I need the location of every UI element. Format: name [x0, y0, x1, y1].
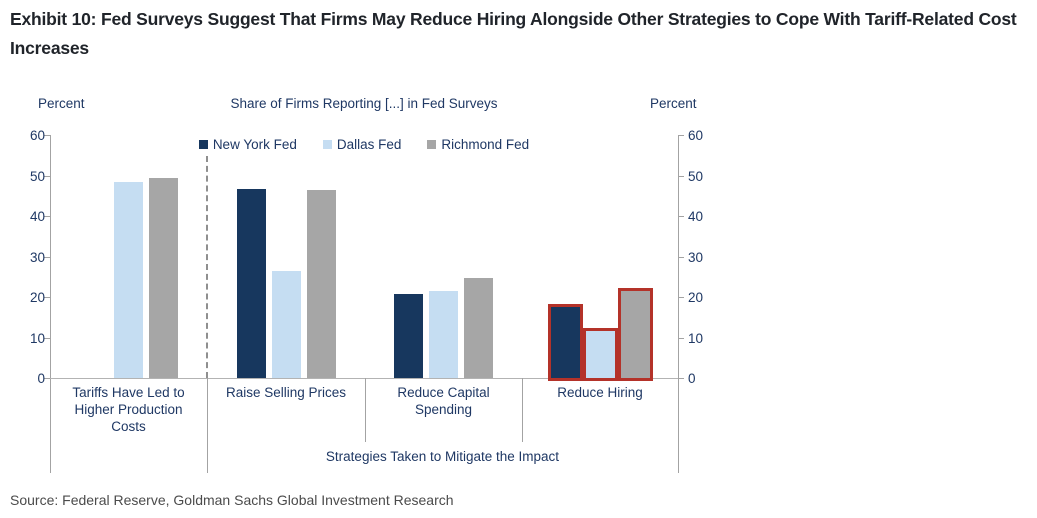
y-axis-tick [44, 256, 50, 258]
bar-dallas-fed [271, 270, 301, 378]
legend-item: New York Fed [198, 137, 297, 152]
y-axis-tick [678, 297, 684, 298]
left-axis-title: Percent [38, 96, 85, 111]
category-label-line: Spending [414, 402, 473, 417]
y-axis-tick-label: 10 [688, 330, 704, 346]
legend-swatch-icon [198, 140, 208, 149]
y-axis-tick [678, 216, 684, 217]
category-label: Reduce Capital Spending [365, 378, 522, 418]
y-axis-tick [678, 135, 684, 136]
category-divider [522, 378, 523, 442]
y-axis-tick-label: 30 [29, 249, 45, 265]
y-axis-tick [678, 256, 684, 258]
dashed-category-separator [206, 156, 208, 378]
y-axis-tick-label: 10 [29, 330, 45, 346]
group-axis-label: Strategies Taken to Mitigate the Impact [325, 449, 560, 464]
bar-new-york-fed [547, 304, 583, 381]
bar-richmond-fed [464, 277, 493, 378]
chart-legend: New York Fed Dallas Fed Richmond Fed [50, 137, 678, 152]
category-label-line: Tariffs Have Led to [72, 385, 185, 400]
y-axis-tick-label: 50 [29, 168, 45, 184]
y-axis-tick-label: 40 [688, 209, 704, 224]
y-axis-tick-label: 0 [37, 371, 45, 386]
bar-new-york-fed [236, 188, 266, 378]
y-axis-tick [44, 135, 50, 136]
category-label-line: Higher Production [74, 402, 183, 417]
y-axis-tick-label: 40 [29, 209, 45, 224]
y-axis-tick [44, 337, 50, 339]
legend-label: Richmond Fed [441, 137, 530, 152]
y-axis-tick [44, 297, 50, 298]
category-label-line: Costs [111, 419, 146, 434]
legend-item: Dallas Fed [322, 137, 402, 152]
y-axis-tick [44, 175, 50, 177]
category-label-line: Reduce Capital [397, 385, 490, 400]
legend-label: Dallas Fed [336, 137, 402, 152]
x-axis-baseline [44, 378, 684, 379]
y-axis-tick [678, 378, 684, 379]
y-axis-tick-label: 60 [688, 128, 704, 143]
category-label: Reduce Hiring [522, 378, 678, 401]
category-label-line: Raise Selling Prices [225, 385, 347, 400]
right-y-axis-line [678, 135, 679, 473]
chart-subtitle: Share of Firms Reporting [...] in Fed Su… [230, 96, 498, 111]
y-axis-tick-label: 20 [688, 290, 704, 305]
legend-item: Richmond Fed [427, 137, 529, 152]
exhibit-title: Exhibit 10: Fed Surveys Suggest That Fir… [10, 9, 1017, 58]
y-axis-tick-label: 20 [29, 290, 45, 305]
bar-dallas-fed [429, 290, 458, 378]
bar-richmond-fed [149, 177, 178, 378]
category-divider [365, 378, 366, 442]
legend-swatch-icon [427, 140, 437, 149]
category-divider [207, 378, 208, 473]
bar-richmond-fed [306, 190, 336, 378]
legend-label: New York Fed [212, 137, 297, 152]
bar-dallas-fed [582, 328, 618, 381]
category-label: Tariffs Have Led to Higher Production Cost… [50, 378, 207, 435]
y-axis-tick [678, 175, 684, 177]
legend-swatch-icon [322, 140, 332, 149]
category-label: Raise Selling Prices [207, 378, 365, 401]
left-y-axis-line [50, 135, 51, 473]
y-axis-tick-label: 60 [29, 128, 45, 143]
y-axis-tick-label: 30 [688, 249, 704, 265]
bar-dallas-fed [114, 181, 143, 378]
y-axis-tick-label: 50 [688, 168, 704, 184]
y-axis-tick [44, 378, 50, 379]
right-axis-title: Percent [650, 96, 697, 111]
category-label-line: Reduce Hiring [557, 385, 643, 400]
source-text: Source: Federal Reserve, Goldman Sachs G… [10, 492, 454, 508]
y-axis-tick-label: 0 [688, 371, 696, 386]
bar-new-york-fed [394, 293, 423, 378]
bar-richmond-fed [617, 287, 653, 381]
y-axis-tick [678, 337, 684, 339]
y-axis-tick [44, 216, 50, 217]
